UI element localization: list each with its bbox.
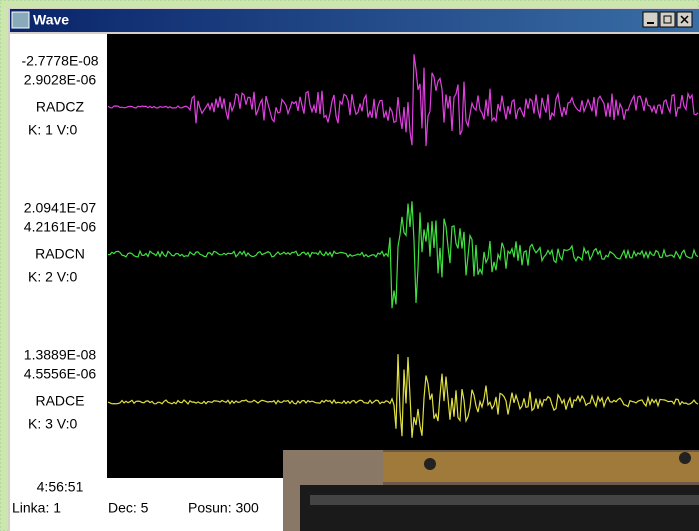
status-posun: Posun: 300: [188, 500, 259, 516]
status-dec: Dec: 5: [108, 500, 149, 516]
channel-max: 4.2161E-06: [24, 219, 97, 235]
status-linka: Linka: 1: [12, 500, 61, 516]
window-buttons: [642, 11, 693, 28]
channel-name: RADCN: [35, 246, 85, 262]
channel-min: 1.3889E-08: [24, 347, 97, 363]
channel-max: 4.5556E-06: [24, 366, 97, 382]
app-icon: [11, 11, 30, 29]
photo-overlay: [283, 450, 699, 531]
channel-info: K: 2 V:0: [28, 269, 78, 285]
label-panel: [10, 34, 107, 478]
waveform: [107, 354, 699, 438]
window-title: Wave: [33, 12, 69, 28]
channel-min: 2.0941E-07: [24, 200, 97, 216]
channel-info: K: 1 V:0: [28, 122, 78, 138]
waveform: [107, 54, 699, 147]
maximize[interactable]: [659, 11, 676, 28]
channel-name: RADCZ: [36, 99, 85, 115]
channel-info: K: 3 V:0: [28, 416, 78, 432]
minimize[interactable]: [642, 11, 659, 28]
waveforms: [107, 54, 699, 438]
time-label: 4:56:51: [37, 479, 84, 495]
channel-max: 2.9028E-06: [24, 72, 97, 88]
title-bar: [10, 9, 699, 32]
channel-min: -2.7778E-08: [21, 53, 98, 69]
waveform: [107, 201, 699, 309]
channel-name: RADCE: [35, 393, 84, 409]
